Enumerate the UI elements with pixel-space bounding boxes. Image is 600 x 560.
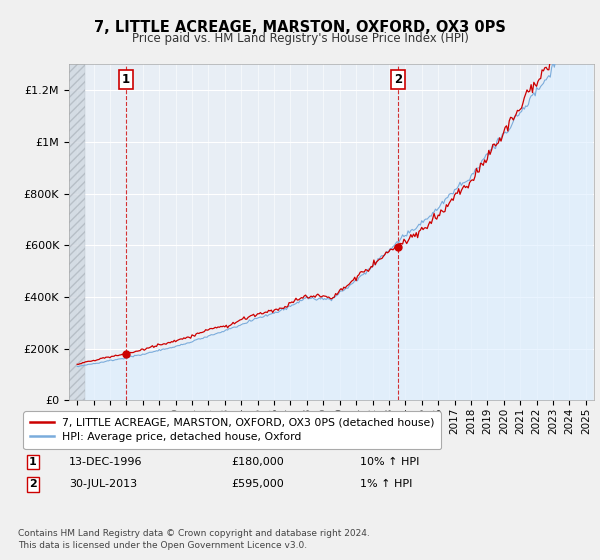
Text: 7, LITTLE ACREAGE, MARSTON, OXFORD, OX3 0PS: 7, LITTLE ACREAGE, MARSTON, OXFORD, OX3 …: [94, 20, 506, 35]
Text: Contains HM Land Registry data © Crown copyright and database right 2024.
This d: Contains HM Land Registry data © Crown c…: [18, 529, 370, 550]
Text: 13-DEC-1996: 13-DEC-1996: [69, 457, 143, 467]
Legend: 7, LITTLE ACREAGE, MARSTON, OXFORD, OX3 0PS (detached house), HPI: Average price: 7, LITTLE ACREAGE, MARSTON, OXFORD, OX3 …: [23, 412, 442, 449]
Text: 10% ↑ HPI: 10% ↑ HPI: [360, 457, 419, 467]
Text: 1% ↑ HPI: 1% ↑ HPI: [360, 479, 412, 489]
Text: 30-JUL-2013: 30-JUL-2013: [69, 479, 137, 489]
Text: £595,000: £595,000: [231, 479, 284, 489]
Text: 1: 1: [29, 457, 37, 467]
Text: £180,000: £180,000: [231, 457, 284, 467]
Text: 1: 1: [122, 73, 130, 86]
Bar: [69, 64, 85, 400]
Text: 2: 2: [29, 479, 37, 489]
Text: Price paid vs. HM Land Registry's House Price Index (HPI): Price paid vs. HM Land Registry's House …: [131, 32, 469, 45]
Text: 2: 2: [394, 73, 403, 86]
